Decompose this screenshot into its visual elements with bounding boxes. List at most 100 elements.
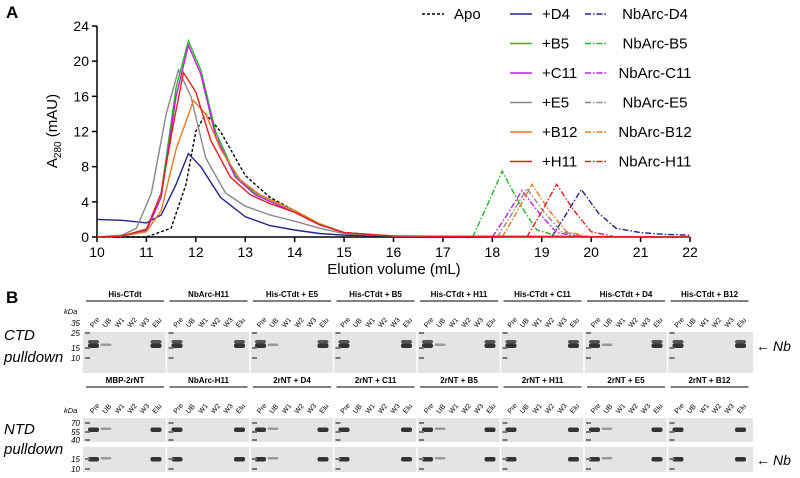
x-tick-label: 10 <box>89 244 105 260</box>
ladder-band <box>419 431 424 433</box>
series-line <box>96 68 691 238</box>
band-arrow: ← <box>756 338 770 354</box>
group-label: His-CTdt + D4 <box>600 290 653 299</box>
ladder-band <box>85 347 90 349</box>
gel-band <box>171 343 183 348</box>
lane-label: W1 <box>281 403 293 416</box>
gel-band <box>234 340 245 344</box>
lane-label: UB <box>185 317 197 329</box>
ladder-band <box>586 357 591 359</box>
y-label-sub: 280 <box>53 141 64 158</box>
legend-label: +D4 <box>542 6 570 23</box>
lane-label: W3 <box>724 403 736 416</box>
gel-band <box>735 343 746 348</box>
lane-label: Elu <box>486 317 498 329</box>
x-tick-label: 17 <box>435 244 451 260</box>
gel-band <box>171 457 183 462</box>
gel-band <box>171 427 183 432</box>
gel-band <box>267 427 279 430</box>
gel-band <box>505 340 517 344</box>
group-label: 2rNT + E5 <box>607 376 645 385</box>
ladder-band <box>85 431 90 433</box>
lane-label: UB <box>686 317 698 329</box>
gel-band <box>505 427 517 432</box>
lane-label: Elu <box>486 403 498 415</box>
gel-band <box>267 457 279 460</box>
x-tick-label: 21 <box>633 244 649 260</box>
group-label: 2rNT + D4 <box>273 376 311 385</box>
lane-label: Elu <box>235 317 247 329</box>
legend-label: NbArc-E5 <box>622 95 687 112</box>
lane-label: Elu <box>402 317 414 329</box>
group-label: NbArc-H11 <box>188 290 229 299</box>
lane-label: Pre <box>89 402 101 415</box>
ladder-band <box>669 468 675 470</box>
lane-label: Elu <box>569 403 581 415</box>
ladder-band <box>669 458 675 460</box>
lane-label: Elu <box>736 317 748 329</box>
lane-label: W3 <box>223 317 235 330</box>
gel-band <box>267 343 279 346</box>
group-label: His-CTdt + B12 <box>681 290 739 299</box>
ladder-band <box>586 422 591 424</box>
lane-label: W1 <box>114 403 126 416</box>
ladder-band <box>168 357 174 359</box>
lane-label: W1 <box>699 317 711 330</box>
y-tick-label: 20 <box>73 53 89 69</box>
lane-label: W2 <box>461 403 473 416</box>
gel-band <box>434 457 446 460</box>
lane-label: W2 <box>294 317 306 330</box>
group-label: 2rNT + B12 <box>688 376 731 385</box>
ladder-band <box>168 439 174 441</box>
row-label: CTD <box>4 327 35 344</box>
x-tick-label: 16 <box>386 244 402 260</box>
gel-band <box>401 457 412 462</box>
lane-label: Pre <box>674 402 686 415</box>
lane-label: Pre <box>507 402 519 415</box>
ladder-band <box>419 357 424 359</box>
ladder-band <box>252 431 257 433</box>
ladder-band <box>335 332 341 334</box>
lane-label: Pre <box>423 316 435 329</box>
ladder-band <box>252 458 257 460</box>
gel-band <box>589 343 600 348</box>
ladder-band <box>502 347 508 349</box>
gel-band <box>422 427 433 432</box>
marker-size: 70 <box>71 419 80 428</box>
lane-label: W3 <box>473 317 485 330</box>
lane-label: W2 <box>210 317 222 330</box>
gel-band <box>422 343 433 348</box>
lane-label: W2 <box>544 317 556 330</box>
row-label: pulldown <box>3 349 63 366</box>
series-line <box>96 70 691 238</box>
x-tick-label: 20 <box>583 244 599 260</box>
legend-label: +C11 <box>542 65 577 82</box>
gel-band <box>568 343 579 348</box>
ladder-band <box>85 332 90 334</box>
lane-label: W1 <box>448 403 460 416</box>
lane-label: W3 <box>390 317 402 330</box>
gel <box>83 418 753 442</box>
ladder-band <box>252 468 257 470</box>
lane-label: W2 <box>377 317 389 330</box>
ladder-band <box>502 458 508 460</box>
group-label: 2rNT + H11 <box>522 376 564 385</box>
gel-band <box>735 457 746 462</box>
ladder-band <box>586 332 591 334</box>
lane-label: W2 <box>628 317 640 330</box>
lane-label: UB <box>603 403 615 415</box>
lane-label: W3 <box>557 317 569 330</box>
lane-label: W1 <box>198 317 210 330</box>
lane-label: Elu <box>319 317 331 329</box>
band-label: Nb <box>773 338 791 354</box>
gel-band <box>317 427 329 432</box>
ladder-band <box>669 431 675 433</box>
lane-label: W2 <box>461 317 473 330</box>
gel-band <box>255 457 266 462</box>
row-label: NTD <box>4 421 35 438</box>
lane-label: Pre <box>340 402 352 415</box>
gel-band <box>255 427 266 432</box>
lane-label: W2 <box>628 403 640 416</box>
lane-label: Pre <box>507 316 519 329</box>
